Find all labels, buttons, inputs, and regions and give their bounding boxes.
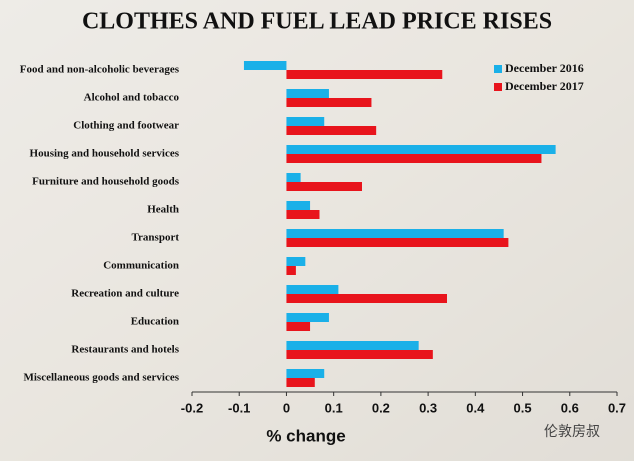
y-tick-label: Alcohol and tobacco [84,92,180,104]
bar [286,322,311,331]
y-tick-label: Education [131,316,179,328]
x-tick-label: 0 [283,400,290,415]
bar [286,89,329,98]
y-tick-label: Furniture and household goods [32,176,180,188]
bar [286,154,542,163]
x-tick-label: 0.2 [372,400,390,415]
bar [286,266,296,275]
bar [286,350,433,359]
x-tick-label: -0.2 [181,400,203,415]
watermark: 伦敦房叔 [544,424,600,440]
chart-title: CLOTHES AND FUEL LEAD PRICE RISES [82,9,552,35]
legend-swatch [494,83,502,91]
bar [286,201,311,210]
bar [286,378,315,387]
y-tick-label: Miscellaneous goods and services [23,372,179,384]
bar [286,313,329,322]
y-tick-label: Transport [132,232,180,244]
x-tick-label: -0.1 [228,400,250,415]
x-tick-label: 0.3 [419,400,437,415]
bar [286,257,306,266]
legend-label: December 2017 [505,79,584,93]
bar [286,229,504,238]
y-tick-label: Clothing and footwear [73,120,179,132]
legend-swatch [494,65,502,73]
x-tick-label: 0.5 [514,400,532,415]
bar [286,238,509,247]
x-tick-label: 0.4 [466,400,485,415]
bar [286,294,447,303]
y-tick-label: Housing and household services [30,148,180,160]
x-tick-label: 0.6 [561,400,579,415]
bar [286,145,556,154]
bar [286,285,339,294]
bar [286,117,325,126]
bar [286,173,301,182]
x-tick-label: 0.1 [325,400,343,415]
y-tick-label: Food and non-alcoholic beverages [20,64,180,76]
x-axis-label: % change [266,426,345,445]
y-tick-label: Restaurants and hotels [71,344,179,356]
bar [243,61,287,70]
y-tick-label: Recreation and culture [71,288,179,300]
bar [286,341,419,350]
x-tick-label: 0.7 [608,400,626,415]
y-tick-label: Communication [103,260,179,272]
bar [286,369,325,378]
bar [286,70,443,79]
bar [286,182,362,191]
bar [286,98,372,107]
legend-label: December 2016 [505,61,584,75]
bar [286,126,377,135]
y-tick-label: Health [147,204,179,216]
bar [286,210,320,219]
